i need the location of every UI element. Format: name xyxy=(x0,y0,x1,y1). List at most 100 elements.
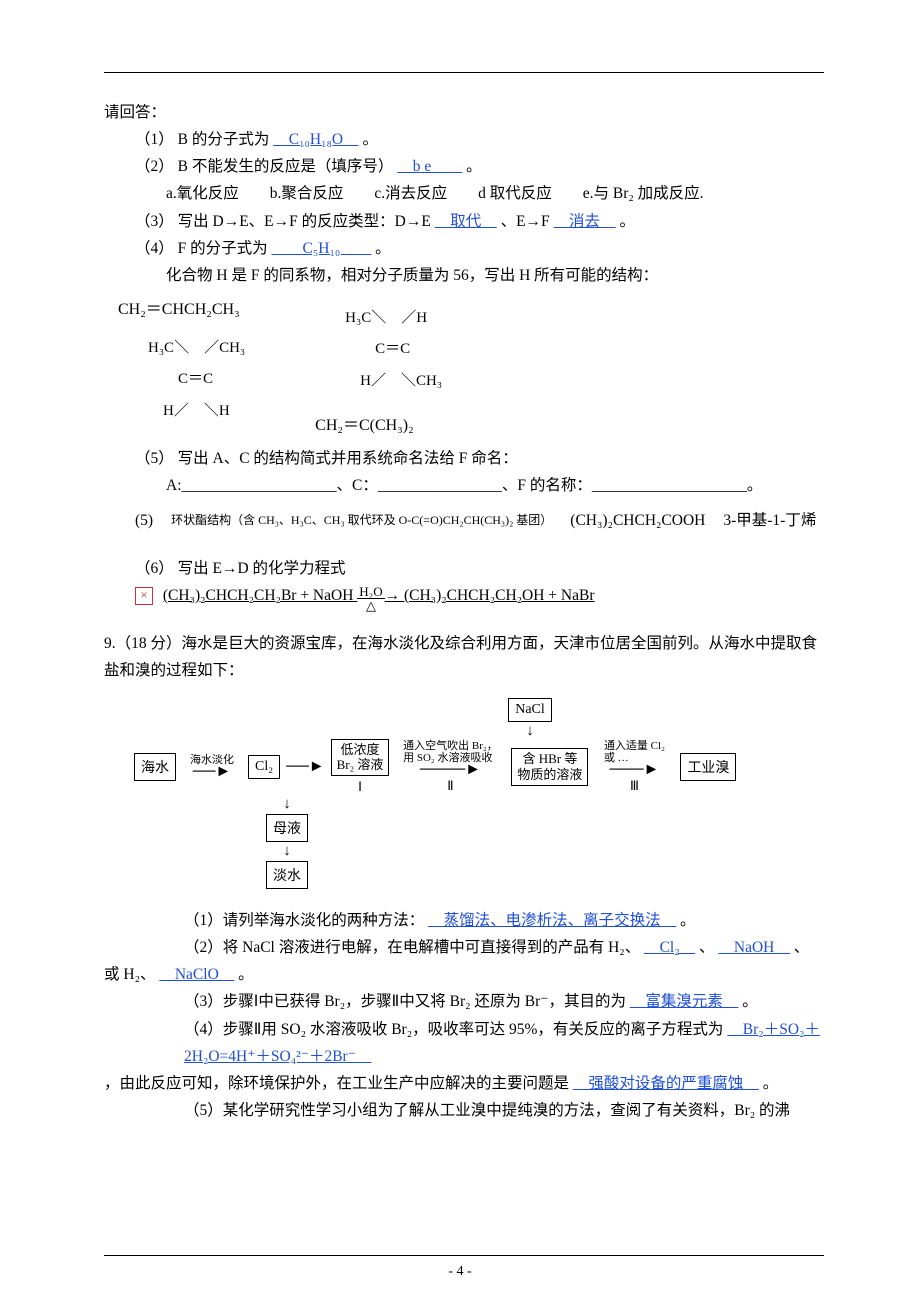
q6-eq-row: × (CH₃)₂CHCH₂CH₂Br + NaOH H₂O △ → (CH₃)₂… xyxy=(104,582,824,610)
q9-p2-ans1: Cl₂ xyxy=(644,939,695,956)
flow-node-nacl: NaCl xyxy=(508,698,552,722)
q6-text: 写出 E→D 的化学力程式 xyxy=(178,560,346,577)
q9-p4-text-a: （4）步骤Ⅱ用 SO₂ 水溶液吸收 Br₂，吸收率可达 95%，有关反应的离子方… xyxy=(184,1021,723,1038)
q1-label: （1） xyxy=(135,131,174,148)
q4-struct-b-top: H₃C＼ ／H xyxy=(345,310,427,326)
q6-line: （6） 写出 E→D 的化学力程式 xyxy=(104,555,824,582)
broken-image-icon: × xyxy=(135,587,153,605)
q4-struct-c: H₃C＼ ／CH₃ C＝C H／ ＼H xyxy=(118,325,245,435)
flow-node-fresh: 淡水 xyxy=(266,861,308,889)
flow-arrow-cl2b: 通入适量 Cl₂ 或 … ───► Ⅲ xyxy=(594,740,674,793)
q9-head: 9.（18 分）海水是巨大的资源宝库，在海水淡化及综合利用方面，天津市位居全国前… xyxy=(104,630,824,684)
q6-eq: (CH₃)₂CHCH₂CH₂Br + NaOH H₂O △ → (CH₃)₂CH… xyxy=(163,587,595,604)
q2-answer: b e xyxy=(397,158,462,175)
q2-text-b: 。 xyxy=(466,158,482,175)
q4-struct-c-mid: C＝C xyxy=(148,371,213,387)
q9-p4-answer2: 强酸对设备的严重腐蚀 xyxy=(573,1075,759,1092)
q6-eq-arrow: H₂O △ xyxy=(357,585,384,612)
flow-roman-1: Ⅰ xyxy=(358,779,362,795)
q9-p2-text-a: （2）将 NaCl 溶液进行电解，在电解槽中可直接得到的产品有 H₂、 xyxy=(184,939,640,956)
q9-p2-tail: 。 xyxy=(238,966,254,983)
q9-p4-text-b: ，由此反应可知，除环境保护外，在工业生产中应解决的主要问题是 xyxy=(104,1075,569,1092)
q4-struct-b-bot: H／ ＼CH₃ xyxy=(345,373,442,389)
q4-struct-right: H₃C＼ ／H C＝C H／ ＼CH₃ CH₂＝C(CH₃)₂ xyxy=(315,295,442,435)
q4-line1: （4） F 的分子式为 C₅H₁₀ 。 xyxy=(104,235,824,262)
q9-p3-text-b: 。 xyxy=(742,993,758,1010)
q4-struct-b: H₃C＼ ／H C＝C H／ ＼CH₃ xyxy=(315,295,442,405)
arrow-down-icon: ↓ xyxy=(283,797,291,812)
q2-options: a.氧化反应 b.聚合反应 c.消去反应 d 取代反应 e.与 Br₂ 加成反应… xyxy=(104,180,824,207)
flow-node-sea: 海水 xyxy=(134,753,176,781)
q4-answer: C₅H₁₀ xyxy=(272,240,372,257)
q2-line: （2） B 不能发生的反应是（填序号） b e 。 xyxy=(104,153,824,180)
q4-line2: 化合物 H 是 F 的同系物，相对分子质量为 56，写出 H 所有可能的结构： xyxy=(104,262,824,289)
q1-text-b: 。 xyxy=(362,131,378,148)
flow-arrow-so2: 通入空气吹出 Br₂， 用 SO₂ 水溶液吸收 ────► Ⅱ xyxy=(395,740,505,793)
q9-p2-ans2: NaOH xyxy=(718,939,789,956)
q9-p2-ans3: NaClO xyxy=(159,966,234,983)
q4-struct-c-bot: H／ ＼H xyxy=(148,403,230,419)
q9-p2-mid1: 、 xyxy=(699,939,715,956)
q6-eq-rhs: (CH₃)₂CHCH₂CH₂OH + NaBr xyxy=(404,587,595,604)
page-number: - 4 - xyxy=(0,1264,920,1280)
arrow-down-icon: ↓ xyxy=(526,724,534,739)
q6-eq-lhs: (CH₃)₂CHCH₂CH₂Br + NaOH xyxy=(163,587,354,604)
flow-node-hbr: 含 HBr 等 物质的溶液 xyxy=(511,748,588,785)
q9-p4-l2: ，由此反应可知，除环境保护外，在工业生产中应解决的主要问题是 强酸对设备的严重腐… xyxy=(104,1070,824,1097)
q5-line1: （5） 写出 A、C 的结构简式并用系统命名法给 F 命名： xyxy=(104,445,824,472)
q5-ans-label: (5) xyxy=(135,507,153,534)
flow-node-mother: 母液 xyxy=(266,814,308,842)
q1-line: （1） B 的分子式为 C₁₀H₁₈O 。 xyxy=(104,126,824,153)
q9-p3-answer: 富集溴元素 xyxy=(630,993,739,1010)
arrow-down-icon: ↓ xyxy=(283,844,291,859)
q4-text-a: F 的分子式为 xyxy=(178,240,268,257)
q9-p2-mid2: 、 xyxy=(794,939,810,956)
q4-struct-c-top: H₃C＼ ／CH₃ xyxy=(148,340,245,356)
q9-p1-answer: 蒸馏法、电渗析法、离子交换法 xyxy=(428,912,676,929)
flow-node-industry: 工业溴 xyxy=(680,753,736,781)
flow-node-br2: 低浓度 Br₂ 溶液 xyxy=(331,739,390,776)
q6-label: （6） xyxy=(135,560,174,577)
q5-text: 写出 A、C 的结构简式并用系统命名法给 F 命名： xyxy=(178,450,518,467)
q6-eq-cond-top: H₂O xyxy=(357,585,384,599)
q4-label: （4） xyxy=(135,240,174,257)
q9-p1-text-a: （1）请列举海水淡化的两种方法： xyxy=(184,912,424,929)
q3-label: （3） xyxy=(135,213,174,230)
q9-p4-l1: （4）步骤Ⅱ用 SO₂ 水溶液吸收 Br₂，吸收率可达 95%，有关反应的离子方… xyxy=(104,1016,824,1070)
q9-flowchart: NaCl ↓ 海水 海水淡化 ──► Cl₂ ──► 低浓度 Br₂ 溶液 Ⅰ … xyxy=(134,698,794,889)
flow-node-cl2: Cl₂ xyxy=(248,755,280,779)
q5-ans-f: 3-甲基-1-丁烯 xyxy=(723,507,816,534)
q9-p5: （5）某化学研究性学习小组为了解从工业溴中提纯溴的方法，查阅了有关资料，Br₂ … xyxy=(104,1097,824,1124)
q3-text-b: 。 xyxy=(619,213,635,230)
q2-label: （2） xyxy=(135,158,174,175)
q2-text-a: B 不能发生的反应是（填序号） xyxy=(178,158,394,175)
q1-text-a: B 的分子式为 xyxy=(178,131,270,148)
q9-p1-text-b: 。 xyxy=(680,912,696,929)
arrow-right-icon: ──► xyxy=(286,759,325,775)
q3-text-a: 写出 D→E、E→F 的反应类型：D→E xyxy=(178,213,431,230)
q4-struct-a: CH₂＝CHCH₂CH₃ xyxy=(118,295,245,319)
flow-roman-2: Ⅱ xyxy=(447,779,453,793)
q3-line: （3） 写出 D→E、E→F 的反应类型：D→E 取代 、E→F 消去 。 xyxy=(104,208,824,235)
q9-p3-text-a: （3）步骤Ⅰ中已获得 Br₂，步骤Ⅱ中又将 Br₂ 还原为 Br⁻，其目的为 xyxy=(184,993,626,1010)
q9-p2-text-b: 或 H₂、 xyxy=(104,966,155,983)
q5-answer-graphic: (5) 环状酯结构（含 CH₃、H₃C、CH₃ 取代环及 O‑C(=O)CH₂C… xyxy=(104,507,824,534)
q3-ans2: 消去 xyxy=(554,213,616,230)
q3-mid: 、E→F xyxy=(501,213,550,230)
top-rule xyxy=(104,72,824,73)
q5-ans-a-structure: 环状酯结构（含 CH₃、H₃C、CH₃ 取代环及 O‑C(=O)CH₂CH(CH… xyxy=(171,510,552,531)
q4-struct-b-mid: C＝C xyxy=(345,341,410,357)
page: 请回答： （1） B 的分子式为 C₁₀H₁₈O 。 （2） B 不能发生的反应… xyxy=(0,0,920,1302)
flow-roman-3: Ⅲ xyxy=(630,779,639,793)
q9-p2-l2: 或 H₂、 NaClO 。 xyxy=(104,961,824,988)
q5-ans-c: (CH₃)₂CHCH₂COOH xyxy=(570,507,705,534)
q4-text-b: 。 xyxy=(375,240,391,257)
flow-arrow-desal: 海水淡化 ──► xyxy=(182,754,242,780)
q3-ans1: 取代 xyxy=(435,213,497,230)
q4-struct-left: CH₂＝CHCH₂CH₃ H₃C＼ ／CH₃ C＝C H／ ＼H xyxy=(118,295,245,435)
q9-p2-l1: （2）将 NaCl 溶液进行电解，在电解槽中可直接得到的产品有 H₂、 Cl₂ … xyxy=(104,934,824,961)
q1-answer: C₁₀H₁₈O xyxy=(273,131,358,148)
q5-blanks: A:____________________、C：_______________… xyxy=(104,472,824,499)
q9-p1: （1）请列举海水淡化的两种方法： 蒸馏法、电渗析法、离子交换法 。 xyxy=(104,907,824,934)
q9-p3: （3）步骤Ⅰ中已获得 Br₂，步骤Ⅱ中又将 Br₂ 还原为 Br⁻，其目的为 富… xyxy=(104,988,824,1015)
